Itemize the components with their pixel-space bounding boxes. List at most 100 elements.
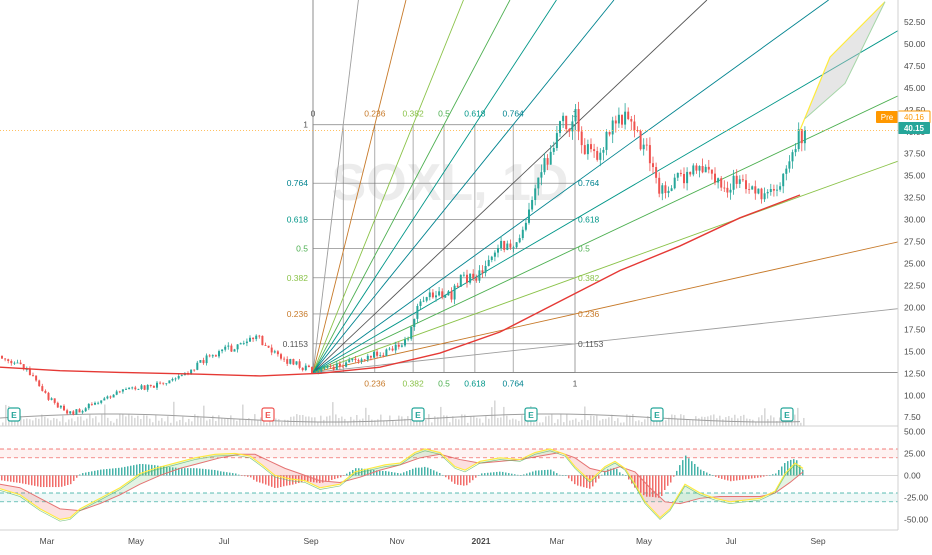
candle-body[interactable] <box>670 188 673 191</box>
candle-body[interactable] <box>559 121 561 134</box>
candle-body[interactable] <box>94 402 96 405</box>
candle-body[interactable] <box>782 173 785 187</box>
candle-body[interactable] <box>627 111 630 120</box>
candle-body[interactable] <box>645 144 648 146</box>
candle-body[interactable] <box>509 243 512 248</box>
candle-body[interactable] <box>314 371 317 374</box>
candle-body[interactable] <box>701 166 704 173</box>
candle-body[interactable] <box>59 405 62 408</box>
candle-body[interactable] <box>583 145 586 155</box>
candle-body[interactable] <box>648 145 651 164</box>
candle-body[interactable] <box>239 343 242 345</box>
candle-body[interactable] <box>338 363 341 367</box>
candle-body[interactable] <box>413 318 416 327</box>
candle-body[interactable] <box>78 409 81 413</box>
candle-body[interactable] <box>717 178 720 183</box>
candle-body[interactable] <box>276 351 279 355</box>
candle-body[interactable] <box>16 362 19 364</box>
candle-body[interactable] <box>590 144 592 150</box>
candle-body[interactable] <box>125 389 127 390</box>
candle-body[interactable] <box>146 384 149 390</box>
candle-body[interactable] <box>323 367 326 369</box>
candle-body[interactable] <box>546 158 549 165</box>
candle-body[interactable] <box>255 335 258 340</box>
candle-body[interactable] <box>469 273 472 283</box>
candle-body[interactable] <box>345 362 348 367</box>
candle-body[interactable] <box>447 291 450 296</box>
candle-body[interactable] <box>540 172 543 178</box>
candle-body[interactable] <box>475 278 478 281</box>
candle-body[interactable] <box>63 405 65 411</box>
candle-body[interactable] <box>707 166 710 170</box>
candle-body[interactable] <box>56 402 59 408</box>
candle-body[interactable] <box>614 120 617 124</box>
candle-body[interactable] <box>729 189 732 193</box>
candle-body[interactable] <box>704 166 707 173</box>
candle-body[interactable] <box>450 291 453 300</box>
candle-body[interactable] <box>103 398 106 401</box>
candle-body[interactable] <box>416 305 419 319</box>
candle-body[interactable] <box>772 189 775 191</box>
candle-body[interactable] <box>208 355 211 357</box>
candle-body[interactable] <box>44 390 47 393</box>
candle-body[interactable] <box>317 371 320 373</box>
candle-body[interactable] <box>4 358 7 360</box>
candle-body[interactable] <box>326 366 329 368</box>
candle-body[interactable] <box>348 360 351 363</box>
candle-body[interactable] <box>562 115 565 122</box>
candle-body[interactable] <box>115 391 118 395</box>
candle-body[interactable] <box>81 411 84 413</box>
candle-body[interactable] <box>53 398 56 403</box>
candle-body[interactable] <box>75 409 78 415</box>
candle-body[interactable] <box>568 129 571 132</box>
candle-body[interactable] <box>599 152 602 160</box>
candle-body[interactable] <box>180 375 183 377</box>
candle-body[interactable] <box>642 144 645 150</box>
candle-body[interactable] <box>149 384 152 386</box>
candle-body[interactable] <box>435 295 437 298</box>
candle-body[interactable] <box>748 189 751 190</box>
candle-body[interactable] <box>118 391 121 393</box>
candle-body[interactable] <box>106 396 109 399</box>
candle-body[interactable] <box>379 355 382 357</box>
earnings-marker[interactable] <box>7 407 21 422</box>
candle-body[interactable] <box>258 335 261 337</box>
candle-body[interactable] <box>134 387 137 390</box>
candle-body[interactable] <box>230 345 233 352</box>
candle-body[interactable] <box>537 177 540 189</box>
candle-body[interactable] <box>329 366 332 367</box>
candle-body[interactable] <box>500 240 503 249</box>
candle-body[interactable] <box>512 247 515 249</box>
candle-body[interactable] <box>342 366 344 368</box>
candle-body[interactable] <box>273 351 276 353</box>
candlestick-series[interactable] <box>1 101 806 416</box>
candle-body[interactable] <box>751 186 754 190</box>
candle-body[interactable] <box>140 385 143 389</box>
candle-body[interactable] <box>357 359 360 362</box>
candle-body[interactable] <box>487 259 490 266</box>
candle-body[interactable] <box>404 339 406 346</box>
candle-body[interactable] <box>382 355 385 357</box>
candle-body[interactable] <box>190 369 193 374</box>
candle-body[interactable] <box>518 238 521 243</box>
candle-body[interactable] <box>174 378 177 380</box>
candle-body[interactable] <box>128 387 131 390</box>
candle-body[interactable] <box>444 295 447 298</box>
candle-body[interactable] <box>754 186 757 194</box>
candle-body[interactable] <box>38 380 41 387</box>
candle-body[interactable] <box>686 171 689 184</box>
candle-body[interactable] <box>1 355 3 359</box>
candle-body[interactable] <box>19 362 22 365</box>
candle-body[interactable] <box>710 169 713 174</box>
candle-body[interactable] <box>218 351 220 357</box>
candle-body[interactable] <box>571 121 574 132</box>
candle-body[interactable] <box>586 144 589 155</box>
candle-body[interactable] <box>658 177 661 194</box>
candle-body[interactable] <box>438 291 441 296</box>
earnings-marker[interactable] <box>780 407 794 422</box>
candle-body[interactable] <box>791 152 794 162</box>
candle-body[interactable] <box>794 149 797 153</box>
candle-body[interactable] <box>419 301 422 306</box>
candle-body[interactable] <box>165 383 168 385</box>
candle-body[interactable] <box>565 115 568 130</box>
